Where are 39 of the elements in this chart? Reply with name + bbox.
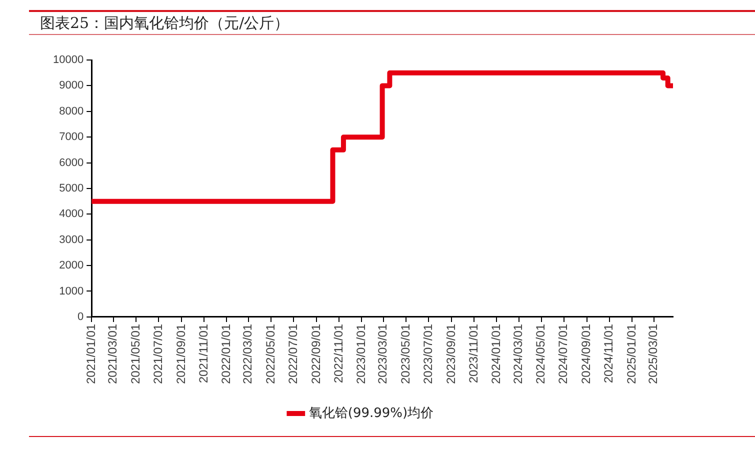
x-tick-label: 2021/09/01: [174, 324, 188, 384]
chart-title: 图表25：国内氧化铪均价（元/公斤）: [40, 14, 290, 33]
x-tick-label: 2022/05/01: [263, 324, 278, 384]
x-tick-label: 2021/01/01: [84, 324, 98, 384]
x-tick-label: 2023/05/01: [398, 324, 412, 384]
x-tick-label: 2025/01/01: [624, 324, 638, 384]
x-tick-label: 2022/11/01: [331, 324, 346, 384]
x-tick-label: 2023/11/01: [466, 324, 480, 384]
x-tick-label: 2021/07/01: [150, 324, 165, 384]
legend-label: 氧化铪(99.99%)均价: [308, 406, 434, 421]
x-tick-label: 2021/11/01: [196, 324, 210, 384]
y-tick-label: 6000: [59, 156, 84, 169]
x-tick-label: 2024/11/01: [602, 324, 616, 384]
x-tick-label: 2022/01/01: [218, 324, 233, 384]
x-tick-label: 2022/09/01: [308, 324, 323, 384]
y-tick-label: 3000: [59, 234, 84, 246]
x-tick-label: 2025/03/01: [646, 324, 660, 384]
x-tick-label: 2023/09/01: [444, 324, 458, 384]
x-tick-label: 2024/09/01: [579, 324, 594, 384]
x-tick-label: 2023/07/01: [420, 324, 435, 384]
x-tick-label: 2024/07/01: [556, 324, 570, 384]
y-tick-label: 10000: [52, 54, 84, 66]
x-tick-label: 2024/03/01: [511, 324, 526, 384]
x-tick-label: 2021/03/01: [106, 324, 120, 384]
x-tick-label: 2022/03/01: [240, 324, 255, 384]
y-tick-label: 7000: [59, 131, 84, 144]
x-tick-label: 2024/05/01: [534, 324, 548, 384]
y-tick-label: 2000: [59, 260, 84, 272]
y-tick-label: 0: [77, 310, 84, 323]
y-tick-label: 1000: [59, 285, 84, 298]
y-tick-label: 4000: [59, 208, 84, 220]
x-tick-label: 2023/03/01: [376, 324, 390, 384]
x-tick-label: 2022/07/01: [286, 324, 300, 384]
y-tick-label: 8000: [59, 105, 84, 118]
x-tick-label: 2023/01/01: [354, 324, 368, 384]
y-tick-label: 9000: [59, 80, 84, 92]
y-tick-label: 5000: [59, 182, 84, 194]
x-tick-label: 2021/05/01: [128, 324, 142, 384]
x-tick-label: 2024/01/01: [488, 324, 503, 384]
